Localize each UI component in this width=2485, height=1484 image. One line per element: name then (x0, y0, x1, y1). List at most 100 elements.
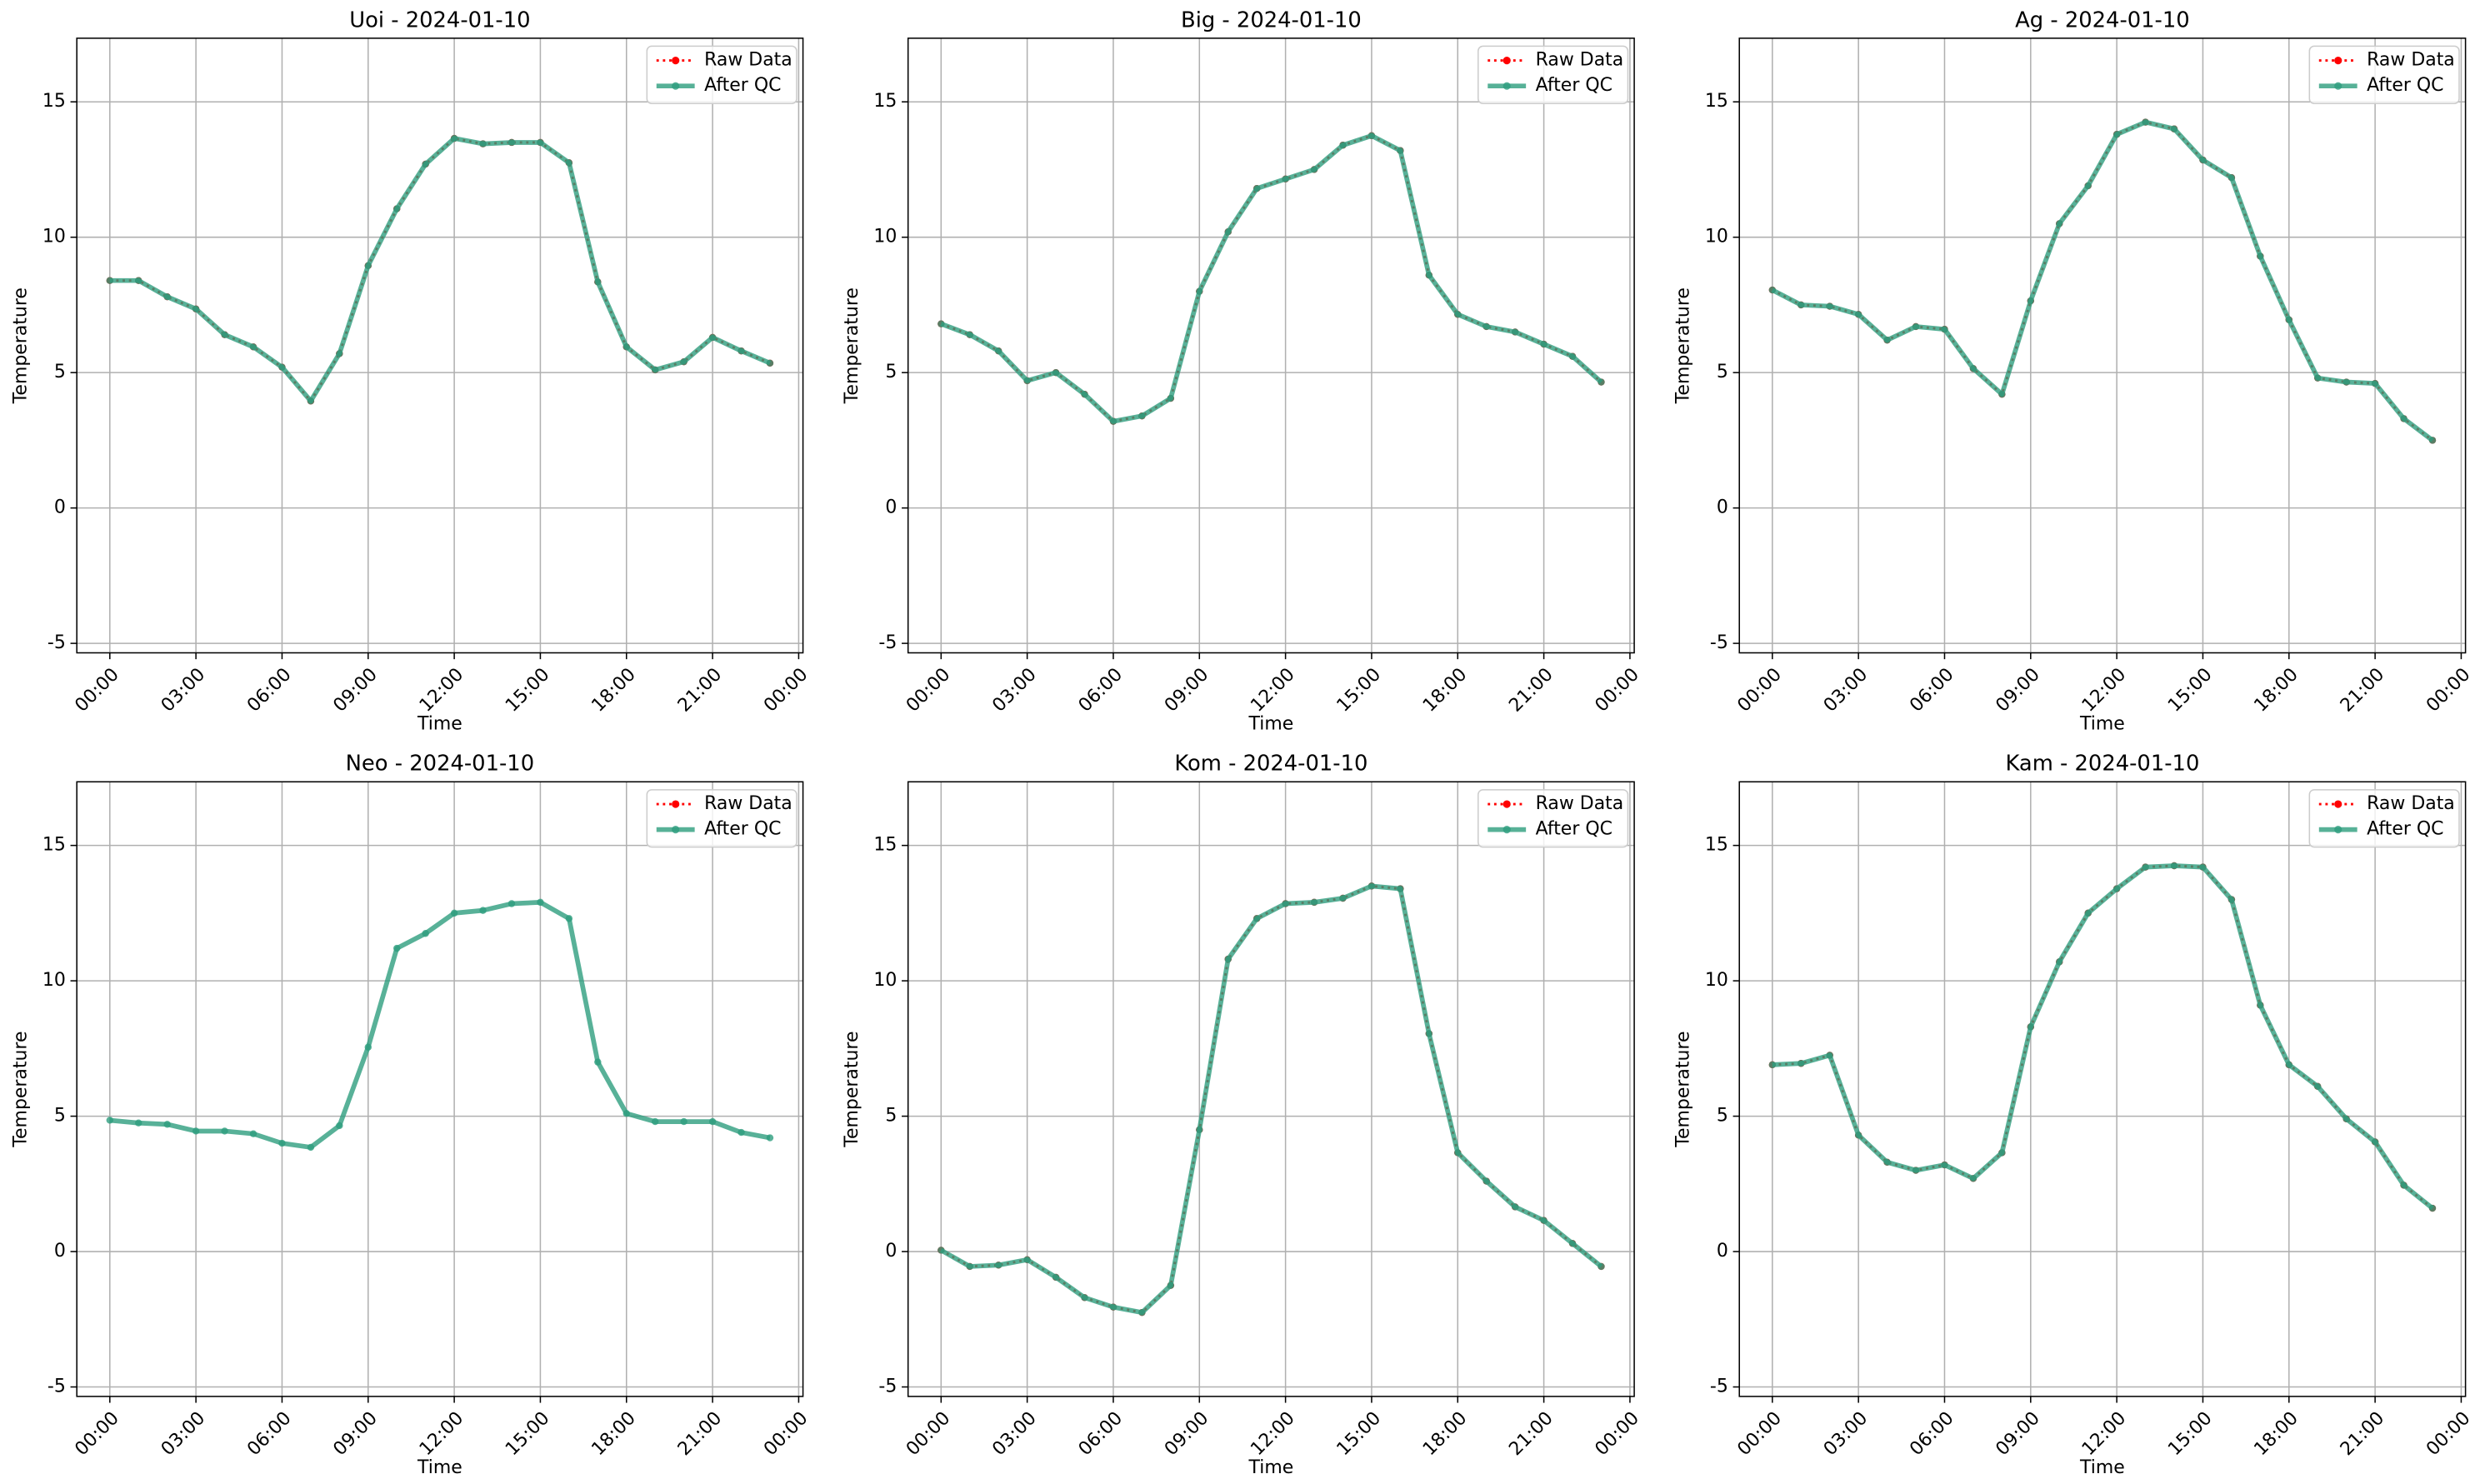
series-marker (278, 1139, 286, 1147)
series-marker (278, 363, 286, 371)
series-marker (1912, 322, 1920, 331)
series-marker (1196, 1126, 1203, 1134)
x-tick-label: 03:00 (158, 1408, 209, 1460)
series-marker (708, 1117, 717, 1126)
series-line (1772, 121, 2433, 442)
x-tick-label: 15:00 (2164, 1408, 2216, 1460)
y-axis-label: Temperature (842, 1032, 862, 1148)
series-line (109, 900, 771, 1150)
series-marker (1167, 1282, 1175, 1289)
legend-label: Raw Data (1536, 793, 1624, 814)
series-marker (508, 900, 516, 907)
series-marker (2342, 1115, 2350, 1123)
axes-frame (76, 37, 804, 654)
legend-label: Raw Data (704, 50, 792, 71)
x-tick-label: 21:00 (2337, 664, 2388, 716)
x-tick-label: 00:00 (760, 1408, 812, 1460)
x-tick-label: 06:00 (243, 664, 295, 716)
y-tick-label: 0 (1717, 497, 1728, 518)
series-marker (2027, 297, 2035, 305)
legend-label: After QC (1536, 75, 1612, 96)
series-marker (1511, 1203, 1519, 1211)
y-tick-label: 5 (885, 1106, 897, 1127)
y-tick-label: 0 (1717, 1241, 1728, 1262)
series-marker (364, 1043, 372, 1051)
series-marker (1568, 1240, 1577, 1247)
subplot-title: Big - 2024-01-10 (1181, 7, 1362, 32)
series-marker (537, 898, 544, 907)
axes-frame (1738, 37, 2467, 654)
series-marker (1224, 955, 1232, 963)
x-axis-label: Time (2079, 713, 2125, 734)
series-marker (2112, 885, 2121, 892)
series-marker (1368, 132, 1376, 140)
series-marker (2285, 1061, 2292, 1069)
y-axis-label: Temperature (10, 287, 31, 404)
x-tick-label: 00:00 (902, 664, 954, 716)
series-marker (1598, 1262, 1605, 1271)
series-marker (192, 1127, 200, 1135)
series-marker (651, 1117, 659, 1126)
series-marker (1397, 147, 1404, 154)
x-tick-label: 06:00 (1075, 1408, 1127, 1460)
series-marker (2056, 220, 2063, 227)
y-tick-label: 10 (873, 970, 897, 991)
x-tick-label: 06:00 (243, 1408, 295, 1460)
series-marker (336, 350, 343, 357)
x-tick-label: 00:00 (1592, 664, 1643, 716)
x-tick-label: 18:00 (588, 1408, 639, 1460)
series-marker (1969, 1175, 1978, 1182)
x-tick-label: 09:00 (1992, 664, 2043, 716)
y-tick-label: 15 (873, 835, 897, 856)
series-marker (1941, 1161, 1948, 1169)
series-marker (1425, 271, 1433, 279)
series-line (1772, 863, 2434, 1211)
x-tick-label: 03:00 (158, 664, 209, 716)
series-marker (1768, 1061, 1777, 1069)
x-tick-label: 21:00 (1505, 664, 1557, 716)
x-tick-label: 21:00 (2337, 1408, 2388, 1460)
series-marker (1167, 394, 1175, 402)
series-marker (1138, 1308, 1146, 1317)
series-marker (364, 262, 372, 270)
series-marker (622, 343, 630, 351)
x-tick-label: 18:00 (1419, 664, 1471, 716)
x-tick-label: 00:00 (1734, 664, 1786, 716)
series-marker (1854, 311, 1862, 318)
x-tick-label: 00:00 (71, 1408, 122, 1460)
series-line (109, 137, 771, 402)
x-tick-label: 00:00 (902, 1408, 954, 1460)
series-marker (2027, 1023, 2035, 1031)
y-tick-label: 15 (42, 835, 66, 856)
series-marker (106, 277, 114, 284)
x-tick-label: 15:00 (1333, 664, 1385, 716)
series-marker (1282, 175, 1289, 183)
legend-label: After QC (2367, 75, 2443, 96)
series-marker (1540, 1217, 1548, 1224)
x-tick-label: 12:00 (1247, 664, 1298, 716)
series-marker (135, 1119, 142, 1127)
y-tick-label: -5 (48, 1377, 66, 1397)
series-marker (2199, 863, 2207, 871)
x-axis-label: Time (417, 713, 462, 734)
x-axis-label: Time (2079, 1457, 2125, 1478)
x-tick-label: 06:00 (1906, 664, 1958, 716)
x-tick-label: 15:00 (2164, 664, 2216, 716)
series-marker (1826, 1052, 1833, 1059)
series-marker (1196, 287, 1203, 295)
series-marker (307, 1143, 315, 1152)
series-marker (192, 305, 200, 313)
series-marker (1941, 325, 1948, 333)
series-marker (1052, 368, 1060, 377)
x-tick-label: 12:00 (416, 664, 468, 716)
series-marker (1052, 1273, 1060, 1282)
series-marker (1798, 1060, 1805, 1067)
series-marker (2084, 182, 2092, 190)
series-marker (1023, 1256, 1031, 1264)
series-marker (622, 1110, 630, 1117)
series-marker (2400, 1182, 2408, 1189)
series-marker (1397, 885, 1404, 892)
series-marker (2342, 378, 2350, 386)
x-tick-label: 09:00 (1161, 1408, 1212, 1460)
